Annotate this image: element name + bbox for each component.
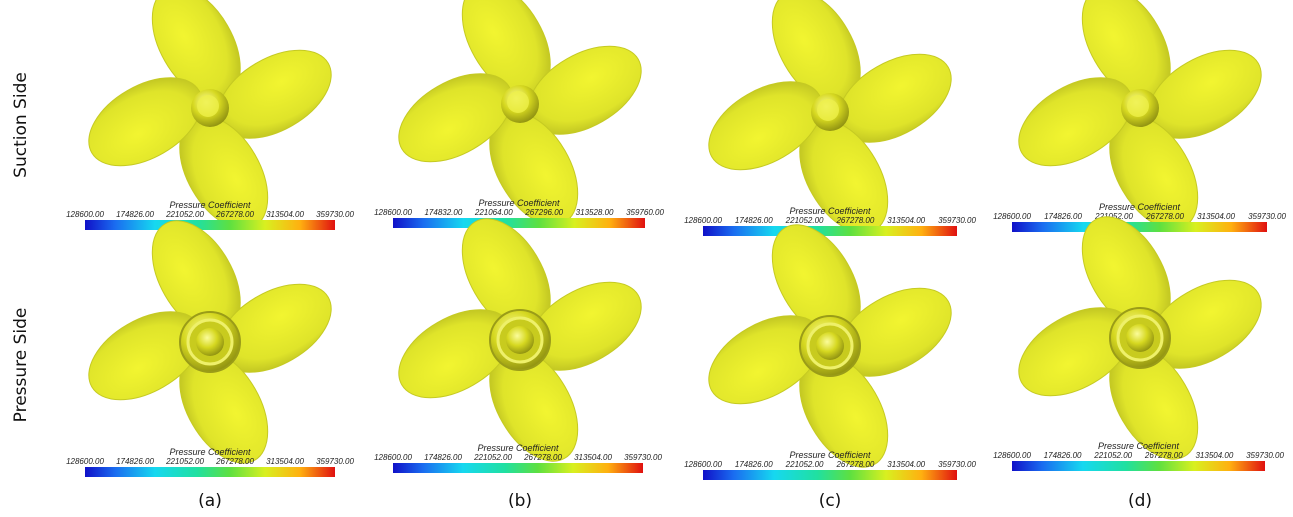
colorbar-tick-label: 174826.00 [424, 453, 462, 462]
colorbar-tick-label: 313504.00 [1197, 212, 1235, 221]
colorbar-tick-label: 359730.00 [1248, 212, 1286, 221]
colorbar-tick-label: 128600.00 [684, 460, 722, 469]
colorbar-title: Pressure Coefficient [1098, 441, 1180, 451]
colorbar-tick-label: 267278.00 [215, 457, 254, 466]
colorbar-title: Pressure Coefficient [477, 443, 559, 453]
propeller [74, 206, 347, 479]
column-label: (d) [1128, 491, 1152, 511]
colorbar-tick-label: 221052.00 [165, 210, 204, 219]
colorbar-tick-label: 128600.00 [993, 451, 1031, 460]
colorbar-tick-label: 221052.00 [165, 457, 204, 466]
propeller [384, 204, 657, 477]
colorbar-tick-label: 267278.00 [215, 210, 254, 219]
colorbar-tick-label: 221052.00 [473, 453, 512, 462]
colorbar-tick-label: 174826.00 [735, 216, 773, 225]
colorbar-tick-label: 267278.00 [523, 453, 562, 462]
colorbar-tick-label: 313504.00 [1195, 451, 1233, 460]
colorbar-tick-label: 267296.00 [524, 208, 563, 217]
colorbar-tick-label: 267278.00 [1145, 212, 1184, 221]
colorbar-tick-label: 359760.00 [626, 208, 664, 217]
colorbar [703, 470, 957, 480]
colorbar [85, 467, 335, 477]
colorbar [703, 226, 957, 236]
column-label: (b) [508, 491, 532, 511]
colorbar-title: Pressure Coefficient [1099, 202, 1181, 212]
colorbar-tick-label: 267278.00 [835, 460, 874, 469]
colorbar-tick-label: 267278.00 [1144, 451, 1183, 460]
row-label: Pressure Side [11, 308, 31, 423]
colorbar-tick-label: 128600.00 [374, 208, 412, 217]
colorbar-tick-label: 128600.00 [66, 210, 104, 219]
colorbar-tick-label: 313504.00 [887, 216, 925, 225]
colorbar [1012, 461, 1265, 471]
colorbar [1012, 222, 1267, 232]
colorbar-tick-label: 221052.00 [785, 460, 824, 469]
colorbar-tick-label: 359730.00 [316, 457, 354, 466]
row-label: Suction Side [11, 72, 31, 178]
colorbar-title: Pressure Coefficient [478, 198, 560, 208]
colorbar-tick-label: 221052.00 [1093, 451, 1132, 460]
colorbar-tick-label: 359730.00 [1246, 451, 1284, 460]
colorbar-title: Pressure Coefficient [169, 200, 251, 210]
colorbar [85, 220, 335, 230]
column-label: (a) [198, 491, 222, 511]
colorbar-tick-label: 128600.00 [684, 216, 722, 225]
colorbar [393, 463, 643, 473]
propeller [694, 210, 967, 483]
colorbar [393, 218, 645, 228]
column-label: (c) [819, 491, 842, 511]
colorbar-tick-label: 267278.00 [835, 216, 874, 225]
colorbar-tick-label: 359730.00 [316, 210, 354, 219]
page: {"rows": ["Suction Side", "Pressure Side… [0, 0, 1293, 517]
colorbar-title: Pressure Coefficient [789, 450, 871, 460]
colorbar-tick-label: 174826.00 [116, 457, 154, 466]
propeller [1004, 202, 1277, 475]
colorbar-tick-label: 174826.00 [1044, 451, 1082, 460]
colorbar-title: Pressure Coefficient [169, 447, 251, 457]
figure: Suction Side Pressure Side (a) (b) (c) (d) P… [0, 0, 1293, 517]
colorbar-tick-label: 313504.00 [574, 453, 612, 462]
colorbar-tick-label: 174826.00 [116, 210, 154, 219]
colorbar-tick-label: 174826.00 [1044, 212, 1082, 221]
colorbar-tick-label: 359730.00 [624, 453, 662, 462]
colorbar-tick-label: 221064.00 [474, 208, 513, 217]
colorbar-tick-label: 313504.00 [266, 457, 304, 466]
colorbar-tick-label: 221052.00 [785, 216, 824, 225]
colorbar-tick-label: 313528.00 [576, 208, 614, 217]
colorbar-tick-label: 174826.00 [735, 460, 773, 469]
colorbar-tick-label: 128600.00 [66, 457, 104, 466]
colorbar-title: Pressure Coefficient [789, 206, 871, 216]
colorbar-tick-label: 128600.00 [993, 212, 1031, 221]
colorbar-tick-label: 313504.00 [266, 210, 304, 219]
colorbar-tick-label: 359730.00 [938, 216, 976, 225]
colorbar-tick-label: 313504.00 [887, 460, 925, 469]
colorbar-tick-label: 128600.00 [374, 453, 412, 462]
colorbar-tick-label: 174832.00 [424, 208, 462, 217]
colorbar-tick-label: 359730.00 [938, 460, 976, 469]
